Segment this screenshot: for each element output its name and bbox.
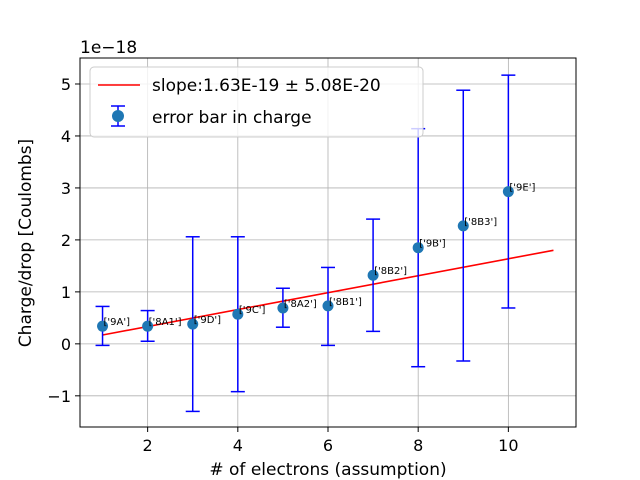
- data-point: [232, 308, 244, 320]
- point-label: ['8B3']: [464, 217, 497, 228]
- y-tick-label: −1: [47, 387, 71, 406]
- x-tick-label: 2: [143, 436, 153, 455]
- y-tick-label: 4: [61, 127, 71, 146]
- y-axis-label: Charge/drop [Coulombs]: [16, 139, 36, 347]
- y-offset-label: 1e−18: [80, 38, 137, 58]
- data-points: [97, 186, 514, 332]
- data-point: [457, 220, 469, 232]
- x-axis-label: # of electrons (assumption): [209, 460, 446, 480]
- point-label: ['8B1']: [329, 297, 362, 308]
- point-label: ['9D']: [194, 315, 221, 326]
- axis-ticks: 2 4 6 8 10 −1 0 1 2 3 4 5: [47, 75, 518, 455]
- legend: slope:1.63E-19 ± 5.08E-20 error bar in c…: [89, 66, 424, 138]
- data-point: [187, 318, 199, 330]
- data-point: [367, 269, 379, 281]
- y-tick-label: 3: [61, 179, 71, 198]
- y-tick-label: 5: [61, 75, 71, 94]
- y-tick-label: 0: [61, 335, 71, 354]
- data-point: [502, 186, 514, 198]
- point-label: ['9C']: [239, 305, 266, 316]
- point-label: ['8A2']: [284, 299, 317, 310]
- data-point: [277, 302, 289, 314]
- x-tick-label: 10: [498, 436, 518, 455]
- x-tick-label: 6: [323, 436, 333, 455]
- data-point: [322, 300, 334, 312]
- legend-fit-label: slope:1.63E-19 ± 5.08E-20: [152, 76, 381, 96]
- legend-box: [89, 66, 424, 138]
- point-label: ['8A1']: [149, 317, 182, 328]
- x-tick-label: 8: [413, 436, 423, 455]
- data-point: [412, 242, 424, 254]
- data-point: [97, 320, 109, 332]
- x-tick-label: 4: [233, 436, 243, 455]
- point-label: ['8B2']: [374, 266, 407, 277]
- y-tick-label: 1: [61, 283, 71, 302]
- point-label: ['9B']: [419, 239, 446, 250]
- y-tick-label: 2: [61, 231, 71, 250]
- point-label: ['9E']: [509, 183, 535, 194]
- point-label: ['9A']: [104, 317, 131, 328]
- legend-point-swatch: [112, 110, 124, 122]
- data-point: [142, 320, 154, 332]
- point-labels: ['9A'] ['8A1'] ['9D'] ['9C'] ['8A2'] ['8B1'] […: [104, 183, 536, 329]
- legend-series-label: error bar in charge: [152, 108, 312, 128]
